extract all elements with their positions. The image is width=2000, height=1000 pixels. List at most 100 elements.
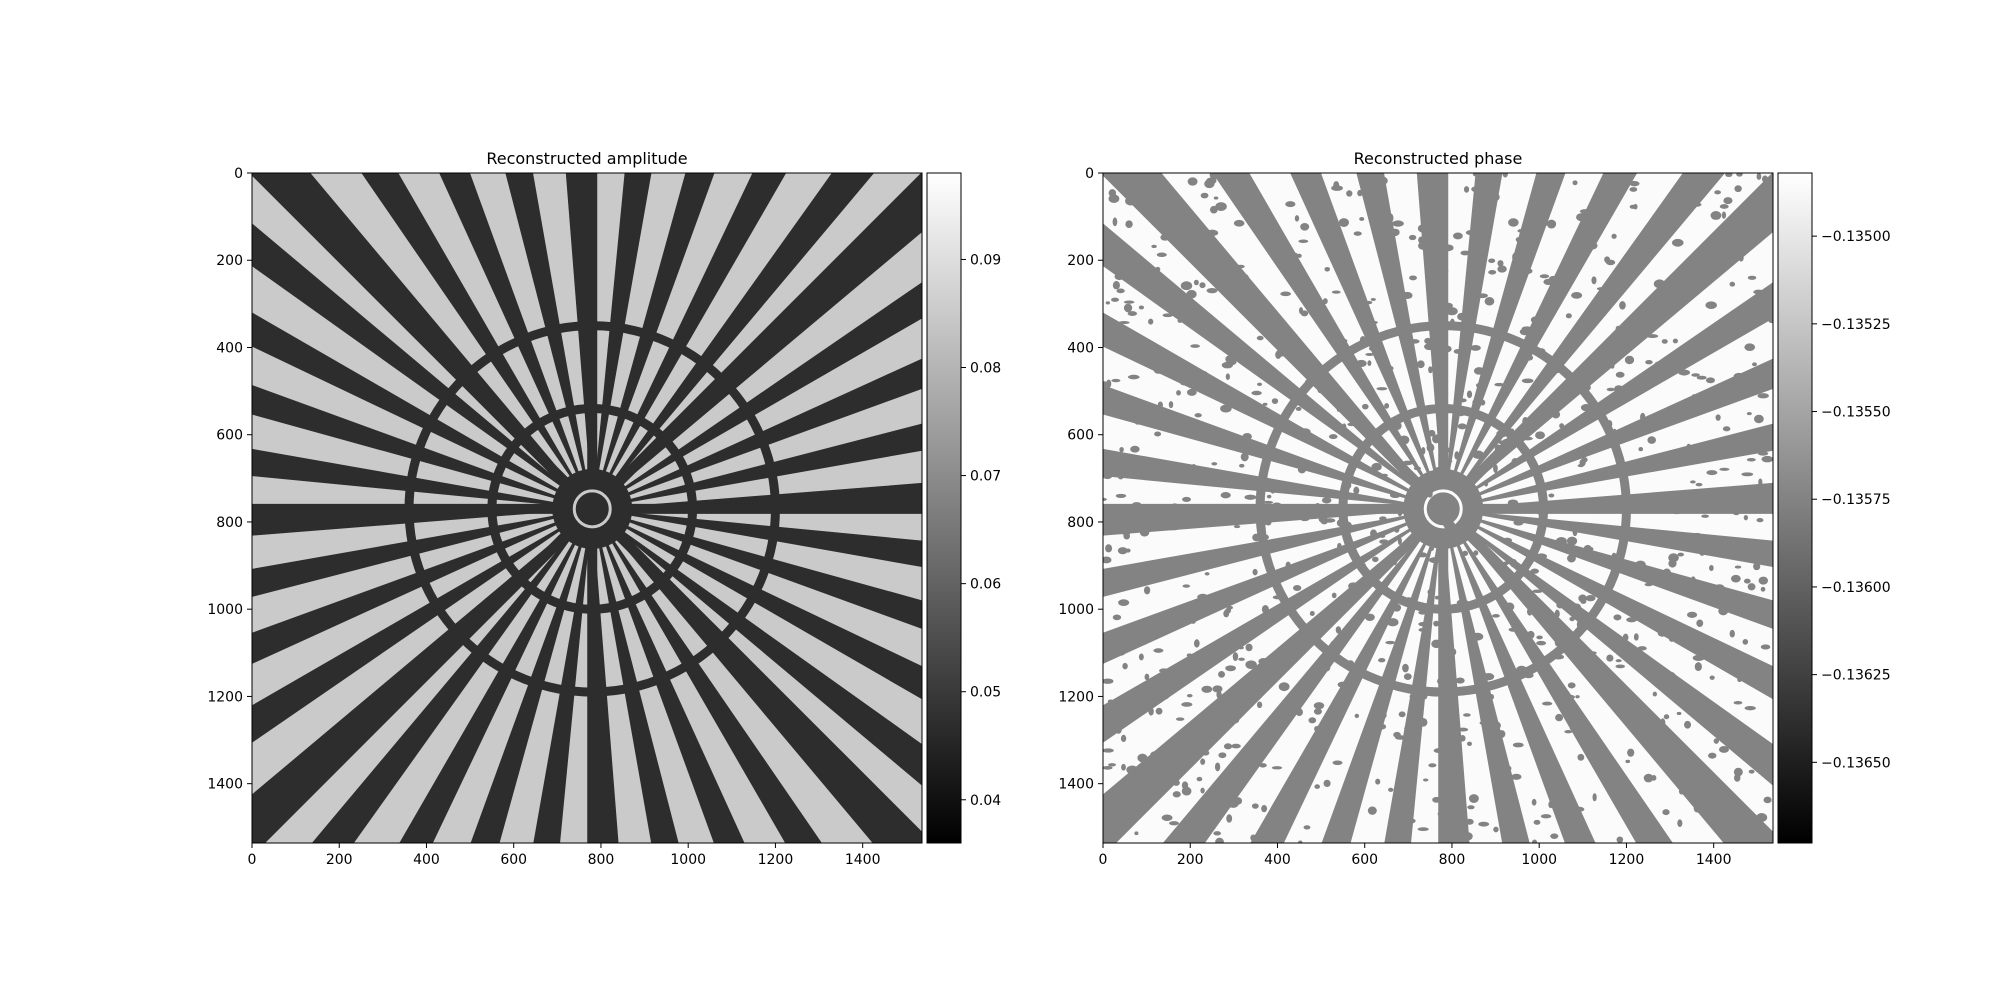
- phase-speckle: [1521, 267, 1533, 275]
- phase-speckle: [1277, 348, 1284, 356]
- phase-speckle: [1463, 832, 1473, 841]
- phase-speckle: [1157, 693, 1169, 700]
- phase-speckle: [1546, 219, 1557, 229]
- phase-speckle: [1397, 537, 1402, 546]
- amplitude-x-tick-label: 1000: [670, 852, 706, 868]
- phase-speckle: [1270, 487, 1276, 494]
- phase-speckle: [1454, 802, 1460, 808]
- phase-speckle: [1320, 516, 1329, 525]
- phase-title: Reconstructed phase: [1354, 149, 1523, 168]
- phase-speckle: [1314, 725, 1321, 732]
- phase-speckle: [1403, 597, 1414, 606]
- phase-speckle: [1544, 173, 1553, 178]
- phase-speckle: [1132, 565, 1144, 570]
- phase-speckle: [1527, 630, 1535, 639]
- phase-speckle: [1633, 536, 1645, 541]
- phase-speckle: [1223, 743, 1233, 750]
- phase-speckle: [1526, 607, 1533, 616]
- phase-speckle: [1754, 414, 1764, 424]
- phase-speckle: [1508, 218, 1519, 227]
- phase-speckle: [1468, 794, 1479, 803]
- phase-speckle: [1134, 173, 1140, 177]
- phase-speckle: [1644, 582, 1653, 587]
- phase-speckle: [1372, 556, 1379, 563]
- phase-colorbar-tick-label: −0.13650: [1821, 755, 1891, 771]
- phase-speckle: [1436, 242, 1442, 248]
- phase-speckle: [1548, 493, 1555, 498]
- phase-speckle: [1749, 226, 1760, 231]
- phase-speckle: [1509, 788, 1515, 795]
- phase-speckle: [1752, 391, 1757, 395]
- phase-speckle: [1261, 804, 1268, 813]
- phase-speckle: [1367, 360, 1372, 367]
- phase-speckle: [1153, 367, 1165, 374]
- phase-speckle: [1705, 301, 1717, 309]
- phase-speckle: [1103, 508, 1110, 514]
- phase-speckle: [1248, 545, 1260, 553]
- amplitude-y-tick-label: 1000: [207, 602, 243, 618]
- phase-speckle: [1274, 329, 1285, 334]
- phase-speckle: [1477, 293, 1488, 299]
- phase-speckle: [1342, 480, 1352, 490]
- phase-speckle: [1432, 260, 1444, 265]
- phase-colorbar-axis: −0.13650 −0.13625 −0.13600 −0.13575 −0.13550…: [1812, 229, 1891, 771]
- phase-speckle: [1251, 512, 1264, 516]
- phase-speckle: [1190, 344, 1200, 348]
- amplitude-star-spoke: [592, 173, 625, 509]
- phase-speckle: [1168, 401, 1174, 409]
- phase-speckle: [1696, 619, 1704, 627]
- phase-speckle: [1224, 795, 1234, 802]
- phase-speckle: [1692, 532, 1703, 541]
- phase-speckle: [1179, 376, 1188, 386]
- phase-speckle: [1492, 721, 1501, 730]
- phase-speckle: [1242, 432, 1252, 441]
- phase-speckle: [1467, 805, 1475, 810]
- phase-speckle: [1511, 773, 1522, 780]
- phase-speckle: [1125, 220, 1133, 228]
- phase-speckle: [1496, 430, 1508, 438]
- phase-speckle: [1402, 460, 1413, 466]
- phase-speckle: [1443, 459, 1453, 464]
- phase-speckle: [1581, 210, 1592, 219]
- phase-star-center-ring: [1423, 489, 1463, 529]
- phase-speckle: [1278, 682, 1290, 692]
- phase-speckle: [1668, 553, 1679, 563]
- phase-speckle: [1252, 568, 1258, 576]
- phase-speckle: [1756, 517, 1764, 523]
- phase-speckle: [1351, 618, 1363, 623]
- phase-speckle: [1113, 408, 1126, 417]
- phase-speckle: [1264, 730, 1277, 737]
- phase-speckle: [1473, 367, 1485, 375]
- phase-speckle: [1138, 200, 1147, 207]
- phase-speckle: [1755, 601, 1763, 607]
- phase-speckle: [1197, 370, 1209, 379]
- phase-y-tick-label: 800: [1067, 515, 1094, 531]
- phase-speckle: [1643, 773, 1654, 783]
- phase-speckle: [1433, 748, 1445, 754]
- phase-speckle: [1560, 643, 1572, 647]
- phase-colorbar-tick-label: −0.13600: [1821, 580, 1891, 596]
- phase-speckle: [1663, 731, 1674, 737]
- phase-colorbar-tick-label: −0.13625: [1821, 668, 1891, 684]
- phase-speckle: [1760, 586, 1766, 592]
- phase-star-spoke: [1443, 508, 1773, 541]
- phase-speckle: [1467, 248, 1474, 257]
- phase-speckle: [1225, 373, 1230, 381]
- phase-speckle: [1176, 390, 1181, 396]
- phase-speckle: [1747, 583, 1756, 591]
- phase-speckle: [1569, 726, 1582, 731]
- phase-speckle: [1676, 348, 1687, 357]
- phase-speckle: [1177, 318, 1183, 323]
- phase-speckle: [1292, 585, 1302, 591]
- phase-speckle: [1275, 800, 1282, 805]
- phase-speckle: [1502, 537, 1513, 544]
- phase-speckle: [1637, 646, 1647, 651]
- phase-speckle: [1148, 707, 1154, 716]
- phase-y-tick-label: 600: [1067, 428, 1094, 444]
- phase-speckle: [1175, 717, 1185, 721]
- phase-speckle: [1611, 186, 1619, 194]
- phase-speckle: [1108, 194, 1120, 203]
- phase-speckle: [1103, 572, 1113, 577]
- phase-speckle: [1196, 776, 1203, 782]
- phase-speckle: [1733, 385, 1740, 391]
